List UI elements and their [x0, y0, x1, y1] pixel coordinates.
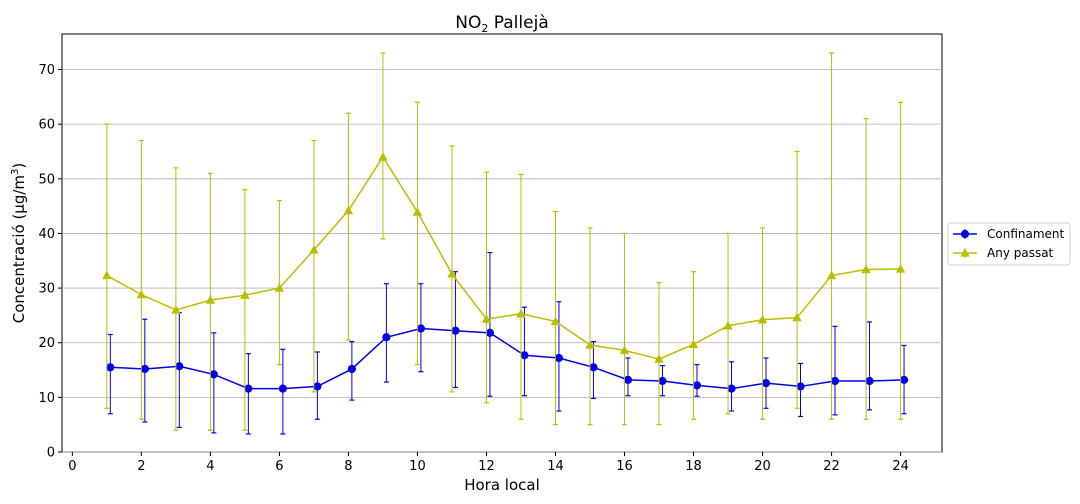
data-point	[412, 207, 423, 216]
x-tick-label: 24	[892, 459, 909, 474]
data-point	[313, 382, 322, 391]
data-point	[688, 339, 699, 349]
x-tick-label: 14	[547, 459, 564, 474]
data-point	[481, 314, 492, 323]
data-point	[343, 205, 354, 215]
y-tick-label: 60	[38, 118, 55, 133]
series-0	[106, 251, 909, 435]
data-point	[240, 290, 250, 299]
y-tick-label: 70	[38, 63, 55, 78]
data-point	[274, 283, 285, 292]
x-tick-label: 22	[823, 459, 840, 474]
x-tick-label: 10	[409, 459, 426, 474]
data-point	[658, 376, 667, 386]
data-point	[347, 364, 356, 374]
data-point	[106, 363, 115, 372]
x-tick-label: 18	[685, 459, 702, 474]
data-point	[520, 351, 529, 360]
data-point	[589, 363, 598, 372]
data-point	[136, 289, 147, 299]
x-tick-label: 8	[344, 459, 352, 474]
chart-title: NO2 Pallejà	[455, 13, 548, 35]
data-point	[550, 316, 561, 326]
data-point	[209, 370, 218, 379]
data-point	[102, 270, 112, 280]
data-point	[554, 353, 564, 363]
series-1	[102, 52, 906, 431]
data-point	[485, 328, 495, 337]
legend-marker	[960, 229, 970, 239]
legend-label: Any passat	[987, 246, 1054, 260]
y-tick-label: 40	[38, 227, 55, 242]
y-tick-label: 30	[38, 282, 55, 297]
data-point	[171, 305, 181, 314]
data-point	[830, 376, 840, 386]
data-point	[140, 364, 149, 374]
y-gridlines	[62, 69, 942, 453]
legend-box	[947, 222, 1071, 266]
y-axis-label: Concentració (μg/m3)	[10, 163, 28, 324]
legend-entry-1: Any passat	[953, 246, 1054, 260]
data-point	[727, 384, 736, 393]
series-line	[110, 327, 905, 390]
data-point	[761, 379, 771, 388]
data-point	[175, 362, 184, 371]
legend: Confinament Any passat	[947, 222, 1071, 266]
data-point	[416, 324, 426, 333]
data-point	[796, 382, 805, 391]
data-point	[899, 375, 909, 384]
data-point	[451, 326, 460, 335]
x-tick-label: 6	[275, 459, 283, 474]
data-point	[619, 345, 630, 355]
data-point	[826, 270, 837, 280]
y-tick-label: 0	[47, 446, 55, 461]
data-point	[516, 308, 526, 318]
data-point	[585, 340, 595, 349]
x-axis: 0 2 4 6 8 10 12 14 16 18 20 22 24	[68, 452, 909, 474]
x-tick-label: 0	[68, 459, 76, 474]
x-tick-label: 16	[616, 459, 633, 474]
x-tick-label: 2	[137, 459, 145, 474]
y-axis: 0 10 20 30 40 50 60 70	[38, 63, 62, 461]
data-point	[757, 314, 768, 324]
x-tick-label: 20	[754, 459, 771, 474]
data-point	[723, 320, 733, 330]
data-point	[378, 152, 388, 161]
legend-entry-0: Confinament	[953, 227, 1065, 241]
data-point	[244, 384, 253, 393]
data-point	[692, 381, 702, 390]
legend-label: Confinament	[987, 227, 1065, 241]
plot-area	[61, 33, 943, 453]
y-tick-label: 50	[38, 172, 55, 187]
data-point	[865, 376, 874, 386]
x-tick-label: 12	[478, 459, 495, 474]
data-point	[382, 333, 391, 342]
data-point	[623, 375, 633, 384]
series-line	[106, 155, 901, 360]
y-tick-label: 20	[38, 336, 55, 351]
series-layer	[102, 52, 909, 435]
x-axis-label: Hora local	[464, 476, 540, 494]
data-point	[895, 264, 906, 273]
data-point	[278, 384, 287, 393]
data-point	[309, 245, 319, 254]
y-tick-label: 10	[38, 391, 55, 406]
legend-marker	[960, 248, 970, 257]
data-point	[654, 354, 664, 363]
x-tick-label: 4	[206, 459, 214, 474]
data-point	[447, 269, 457, 278]
data-point	[205, 295, 216, 304]
data-point	[861, 264, 871, 274]
data-point	[792, 312, 802, 322]
